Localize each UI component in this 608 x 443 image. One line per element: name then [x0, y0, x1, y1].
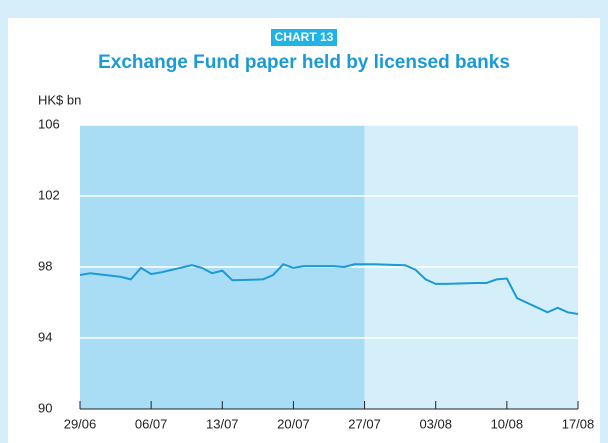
y-tick-label: 90	[38, 400, 52, 415]
data-line	[79, 263, 579, 315]
y-tick-label: 94	[38, 329, 52, 344]
x-tick-label: 27/07	[348, 416, 381, 431]
chart-title: Exchange Fund paper held by licensed ban…	[98, 52, 510, 73]
x-tick-label: 17/08	[562, 416, 595, 431]
badge: CHART 13	[275, 30, 334, 44]
badge-bg	[271, 29, 337, 46]
y-tick-label: 98	[38, 258, 52, 273]
x-tick-label: 10/08	[491, 416, 524, 431]
y-tick-label: 106	[38, 116, 60, 131]
x-tick-label: 29/06	[64, 416, 97, 431]
y-axis-label: HK$ bn	[38, 92, 81, 107]
x-tick-label: 13/07	[206, 416, 239, 431]
x-tick-label: 03/08	[419, 416, 452, 431]
x-tick-label: 06/07	[135, 416, 168, 431]
x-tick-label: 20/07	[277, 416, 310, 431]
y-tick-label: 102	[38, 187, 60, 202]
